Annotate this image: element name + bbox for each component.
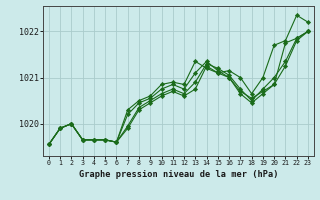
- X-axis label: Graphe pression niveau de la mer (hPa): Graphe pression niveau de la mer (hPa): [79, 170, 278, 179]
